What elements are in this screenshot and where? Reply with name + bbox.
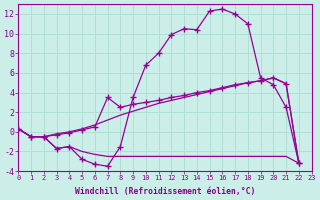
X-axis label: Windchill (Refroidissement éolien,°C): Windchill (Refroidissement éolien,°C) bbox=[75, 187, 255, 196]
